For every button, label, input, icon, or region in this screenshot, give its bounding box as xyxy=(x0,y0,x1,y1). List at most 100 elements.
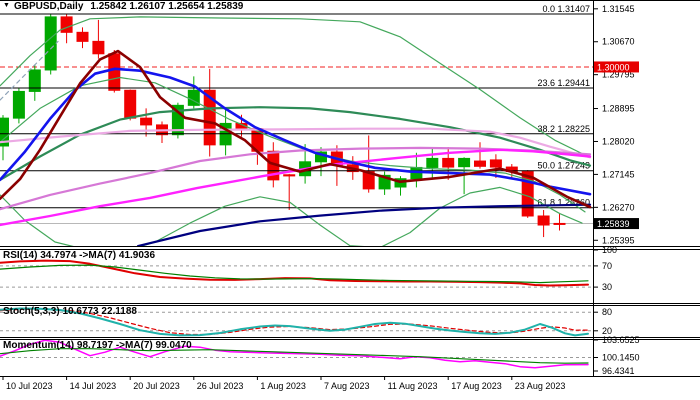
stoch-axis-label: 20 xyxy=(602,326,612,336)
fib-label: 50.0 1.27243 xyxy=(537,161,590,171)
symbol-timeframe-label: GBPUSD,Daily xyxy=(13,0,84,12)
chart-title-bar: ▼ GBPUSD,Daily 1.25842 1.26107 1.25654 1… xyxy=(3,0,243,12)
red-level-badge-text: 1.30000 xyxy=(597,62,630,72)
candle xyxy=(12,88,25,124)
price-axis-label: 1.29795 xyxy=(602,70,635,80)
candle-body xyxy=(0,117,9,147)
current-price-badge-text: 1.25839 xyxy=(597,219,630,229)
candle-body xyxy=(553,222,566,225)
series-stoch-k xyxy=(0,307,589,337)
time-axis-label: 23 Aug 2023 xyxy=(515,381,566,391)
momentum-axis-label: 103.6525 xyxy=(602,335,640,345)
fib-label: 38.2 1.28225 xyxy=(537,124,590,134)
fib-label: 0.0 1.31407 xyxy=(542,4,590,14)
candle xyxy=(378,171,391,195)
series-momentum-ma xyxy=(0,348,589,364)
overlay-ma-maroon xyxy=(0,49,592,209)
stoch-axis-label: 80 xyxy=(602,307,612,317)
red-level-badge xyxy=(594,61,639,73)
time-axis-label: 7 Aug 2023 xyxy=(324,381,370,391)
momentum-axis-label: 100.1450 xyxy=(602,352,640,362)
overlay-bollinger-lower xyxy=(0,186,583,246)
candle xyxy=(28,64,41,101)
overlay-ma-green-slow xyxy=(0,106,592,181)
candle xyxy=(553,213,566,231)
candle-body xyxy=(12,90,25,119)
current-price-badge xyxy=(594,218,639,230)
overlay-ma-blue xyxy=(0,67,592,196)
candle-body xyxy=(108,53,121,91)
candle-body xyxy=(442,157,455,168)
candle xyxy=(283,173,296,210)
price-axis-label: 1.26270 xyxy=(602,202,635,212)
time-axis-label: 17 Aug 2023 xyxy=(451,381,502,391)
time-axis-label: 1 Aug 2023 xyxy=(260,381,306,391)
candle-body xyxy=(171,104,184,136)
candle-body xyxy=(28,69,41,92)
overlay-lines xyxy=(0,16,592,246)
time-axis-label: 20 Jul 2023 xyxy=(133,381,180,391)
time-axis[interactable]: 10 Jul 2023 14 Jul 2023 20 Jul 2023 26 Jul … xyxy=(2,377,566,391)
candle-body xyxy=(458,157,471,168)
momentum-panel xyxy=(0,340,593,369)
price-axis-label: 1.31545 xyxy=(602,4,635,14)
time-axis-label: 26 Jul 2023 xyxy=(197,381,244,391)
time-axis-label: 10 Jul 2023 xyxy=(6,381,53,391)
momentum-caption: Momentum(14) 98.7197 ->MA(7) 99.0470 xyxy=(3,340,192,351)
candle xyxy=(537,209,550,238)
candle xyxy=(203,68,216,157)
candle-body xyxy=(426,157,439,168)
candle-body xyxy=(489,159,502,168)
series-stoch-d xyxy=(0,308,589,336)
candle-body xyxy=(92,40,105,55)
price-axis-label: 1.27145 xyxy=(602,169,635,179)
candle xyxy=(60,13,73,44)
overlay-ma-navy xyxy=(136,203,592,246)
rsi-caption: RSI(14) 34.7974 ->MA(7) 41.9036 xyxy=(3,250,156,261)
price-axis-label: 1.30670 xyxy=(602,37,635,47)
candle-body xyxy=(474,160,486,167)
candle-body xyxy=(140,117,153,126)
candle xyxy=(474,142,486,169)
candle xyxy=(426,147,439,180)
price-axis-label: 1.28895 xyxy=(602,104,635,114)
symbol-dropdown-icon[interactable]: ▼ xyxy=(3,2,10,9)
fib-label: 23.6 1.29441 xyxy=(537,78,590,88)
price-axis[interactable]: 1.31545 1.30670 1.29795 1.28895 1.28020 1.271… xyxy=(594,4,640,376)
rsi-panel xyxy=(0,259,593,288)
candle-body xyxy=(76,31,89,42)
candle-body xyxy=(283,174,296,177)
candle xyxy=(140,108,153,137)
price-axis-label: 1.25395 xyxy=(602,235,635,245)
candle xyxy=(171,102,184,139)
candle xyxy=(0,115,9,161)
series-rsi-ma xyxy=(0,264,589,284)
overlay-ma-orchid xyxy=(0,146,592,211)
time-axis-label: 11 Aug 2023 xyxy=(388,381,438,391)
rsi-axis-label: 100 xyxy=(602,245,617,255)
candle xyxy=(489,154,502,178)
candle-body xyxy=(44,16,57,71)
overlay-bollinger-upper xyxy=(0,16,589,158)
overlay-trendline-dashed xyxy=(0,40,59,101)
panel-borders xyxy=(0,0,700,377)
fib-label: 61.8 1.26260 xyxy=(537,198,590,208)
candle-body xyxy=(124,89,137,119)
rsi-axis-label: 70 xyxy=(602,261,612,271)
candle-body xyxy=(60,16,73,33)
candle xyxy=(44,13,57,75)
series-momentum xyxy=(0,340,589,369)
candle-body xyxy=(378,174,391,190)
candle-body xyxy=(537,215,550,226)
ohlc-readout: 1.25842 1.26107 1.25654 1.25839 xyxy=(90,0,244,12)
candle xyxy=(76,27,89,49)
time-axis-label: 14 Jul 2023 xyxy=(70,381,117,391)
price-axis-label: 1.28020 xyxy=(602,136,635,146)
stochastic-panel xyxy=(0,307,593,337)
rsi-axis-label: 30 xyxy=(602,282,612,292)
stochastic-caption: Stoch(5,3,3) 10.6773 22.1188 xyxy=(3,306,137,317)
candle xyxy=(108,50,121,93)
candle xyxy=(124,89,137,121)
